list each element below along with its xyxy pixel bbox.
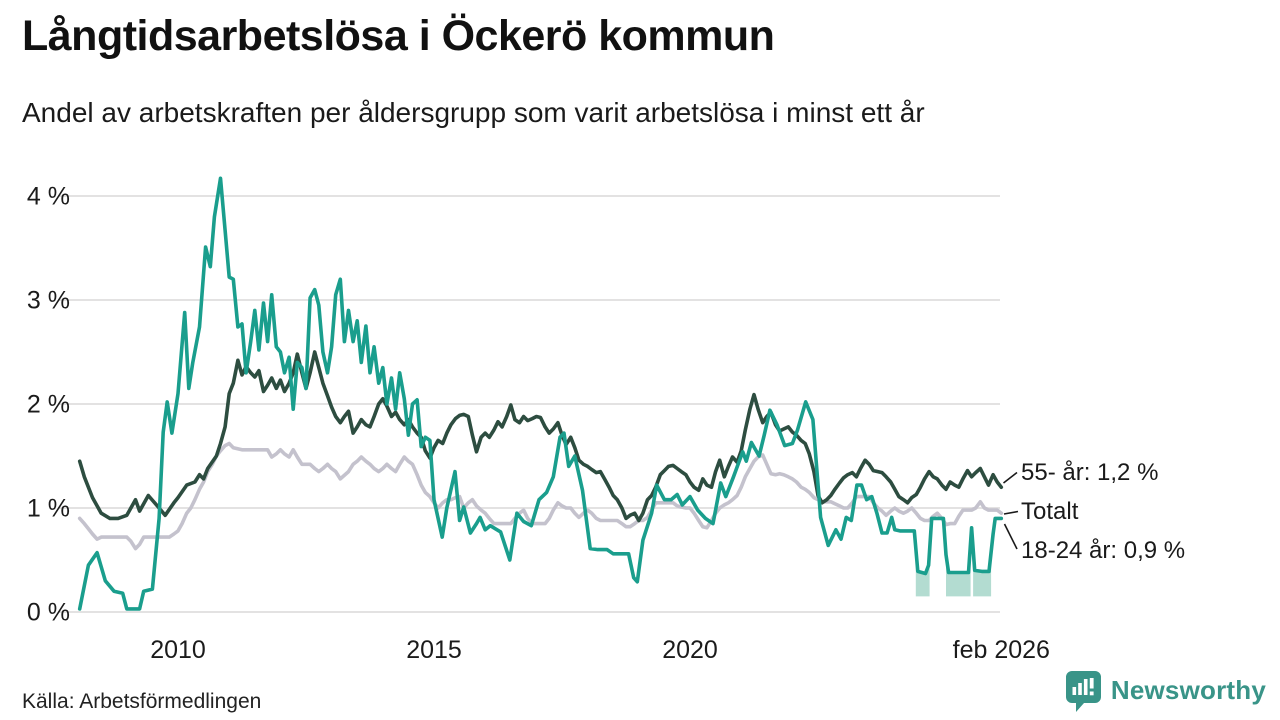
newsworthy-brand: Newsworthy <box>1063 668 1266 712</box>
svg-text:feb 2026: feb 2026 <box>953 636 1050 664</box>
svg-text:2015: 2015 <box>406 636 462 664</box>
svg-text:2020: 2020 <box>662 636 718 664</box>
svg-text:3 %: 3 % <box>27 287 70 315</box>
newsworthy-wordmark: Newsworthy <box>1110 674 1266 705</box>
svg-text:4 %: 4 % <box>27 183 70 211</box>
page-title: Långtidsarbetslösa i Öckerö kommun <box>22 12 775 60</box>
newsworthy-logo-icon <box>1065 671 1101 712</box>
svg-text:0 %: 0 % <box>27 599 70 627</box>
end-label-55-ar: 55- år: 1,2 % <box>1021 459 1159 486</box>
svg-text:1 %: 1 % <box>27 495 70 523</box>
svg-text:2 %: 2 % <box>27 391 70 419</box>
chart-subtitle: Andel av arbetskraften per åldersgrupp s… <box>22 97 925 128</box>
svg-text:2010: 2010 <box>150 636 206 664</box>
source-note: Källa: Arbetsförmedlingen <box>22 690 262 713</box>
end-label-totalt: Totalt <box>1021 498 1079 525</box>
end-label-18-24-ar: 18-24 år: 0,9 % <box>1021 537 1186 564</box>
